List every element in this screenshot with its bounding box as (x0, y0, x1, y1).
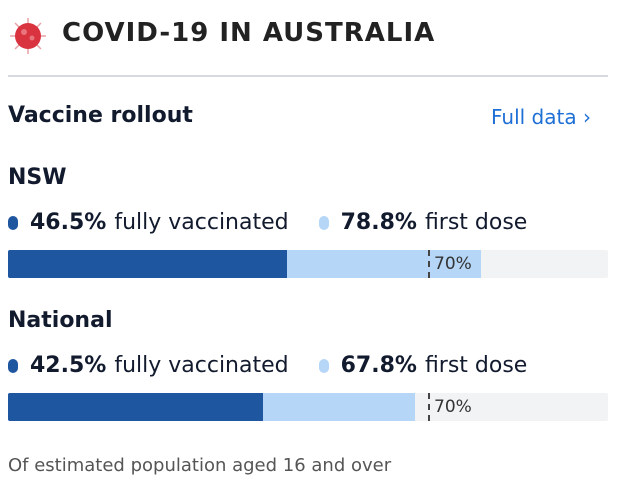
section-title: Vaccine rollout (8, 103, 193, 128)
fully-value: 42.5% (30, 353, 107, 378)
first-label: first dose (424, 210, 528, 235)
fully-vaccinated-fill (8, 393, 263, 421)
fully-label: fully vaccinated (114, 210, 289, 235)
progress-bar: 70% (8, 393, 608, 421)
progress-bar: 70% (8, 250, 608, 278)
coronavirus-icon (10, 18, 46, 54)
legend: 42.5% fully vaccinated 67.8% first dose (8, 353, 527, 378)
first-dot-icon (318, 358, 329, 373)
fully-dot-icon (8, 215, 18, 230)
region-name: NSW (8, 165, 67, 190)
first-value: 67.8% (340, 353, 417, 378)
page-title: COVID-19 IN AUSTRALIA (62, 18, 436, 48)
legend: 46.5% fully vaccinated 78.8% first dose (8, 210, 527, 235)
divider (8, 75, 608, 77)
fully-dot-icon (8, 358, 18, 373)
target-marker (428, 393, 430, 421)
first-label: first dose (424, 353, 528, 378)
full-data-link[interactable]: Full data › (491, 105, 591, 129)
target-label: 70% (434, 397, 472, 417)
full-data-label: Full data (491, 105, 577, 129)
fully-value: 46.5% (30, 210, 107, 235)
first-value: 78.8% (340, 210, 417, 235)
target-label: 70% (434, 254, 472, 274)
first-dot-icon (318, 215, 329, 230)
fully-vaccinated-fill (8, 250, 287, 278)
target-marker (428, 250, 430, 278)
region-name: National (8, 308, 113, 333)
fully-label: fully vaccinated (114, 353, 289, 378)
footnote: Of estimated population aged 16 and over (8, 455, 392, 476)
chevron-right-icon: › (582, 105, 591, 129)
